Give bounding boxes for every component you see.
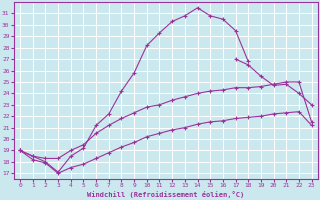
X-axis label: Windchill (Refroidissement éolien,°C): Windchill (Refroidissement éolien,°C) (87, 191, 244, 198)
